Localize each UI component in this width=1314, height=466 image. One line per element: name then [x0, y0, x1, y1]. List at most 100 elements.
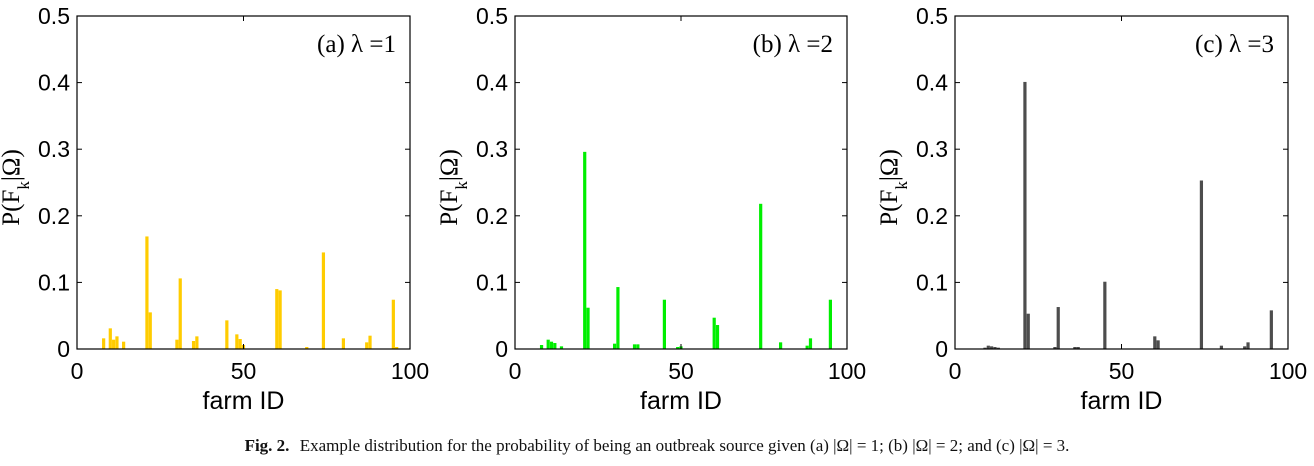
bar [1056, 307, 1060, 349]
y-tick-label: 0.5 [476, 3, 508, 29]
bar [759, 203, 763, 349]
bar [1269, 310, 1273, 349]
y-tick-label: 0.4 [476, 70, 508, 96]
bar [365, 342, 369, 349]
plot-frame [514, 15, 848, 350]
figure-panels: 0 0.1 0.2 0.3 0.4 0.5 0 50 100 farm ID P(Fk|Ω) (a) … [0, 3, 1307, 415]
y-axis-label: P(Fk|Ω) [0, 149, 33, 226]
bar [586, 307, 590, 349]
y-axis-label: P(Fk|Ω) [436, 149, 471, 226]
y-tick-label: 0.1 [476, 269, 508, 295]
x-tick-label: 100 [391, 358, 429, 384]
bar [632, 344, 637, 349]
bar [583, 151, 587, 349]
bar [616, 287, 620, 349]
bar [145, 236, 149, 349]
bar [191, 341, 196, 349]
y-tick-label: 0.3 [38, 136, 70, 162]
bar [546, 339, 550, 349]
chart-panel-2: 0 0.1 0.2 0.3 0.4 0.5 0 50 100 farm ID P(Fk|Ω) (b) … [436, 3, 866, 415]
figure-caption: Fig. 2. Example distribution for the pro… [0, 436, 1314, 456]
bar [662, 299, 666, 349]
bar [715, 325, 720, 349]
bar [1053, 347, 1057, 349]
bar [1103, 281, 1107, 349]
y-tick-label: 0.3 [916, 136, 948, 162]
bar [112, 339, 116, 349]
y-tick-label: 0 [57, 336, 70, 362]
x-tick-label: 50 [668, 358, 694, 384]
bar [990, 346, 994, 349]
bar [108, 328, 112, 349]
bar [175, 339, 179, 349]
bar [1073, 347, 1077, 349]
plot-frame [76, 15, 411, 350]
chart-panel-3: 0 0.1 0.2 0.3 0.4 0.5 0 50 100 farm ID P(Fk|Ω) (c) … [876, 3, 1307, 415]
caption-text: Example distribution for the probability… [299, 436, 1070, 455]
bar [148, 312, 152, 349]
bar [225, 320, 229, 349]
x-axis-label: farm ID [203, 387, 285, 415]
bar [1199, 180, 1204, 349]
bar [321, 252, 326, 349]
y-tick-label: 0.2 [476, 203, 508, 229]
bar [1026, 313, 1030, 349]
bar [779, 342, 783, 349]
x-axis-label: farm ID [1081, 387, 1163, 415]
bar [549, 341, 554, 349]
y-axis-label: P(Fk|Ω) [876, 149, 911, 226]
y-tick-label: 0.4 [916, 70, 948, 96]
bar [828, 299, 832, 349]
x-tick-label: 50 [1109, 358, 1135, 384]
panel-label: (c) λ =3 [1195, 31, 1274, 58]
bar [115, 336, 119, 349]
x-tick-label: 0 [509, 358, 522, 384]
x-tick-label: 50 [231, 358, 257, 384]
y-tick-label: 0 [935, 336, 948, 362]
bar [805, 345, 809, 349]
bar [996, 347, 1000, 349]
x-axis-label: farm ID [640, 387, 722, 415]
bar [275, 289, 279, 349]
bar [539, 345, 544, 349]
y-tick-label: 0.2 [38, 203, 70, 229]
x-tick-label: 0 [71, 358, 84, 384]
bar [102, 338, 106, 349]
caption-label: Fig. 2. [244, 436, 290, 455]
bar [341, 338, 345, 349]
bar [278, 290, 282, 349]
bar [613, 343, 617, 349]
plot-frame [954, 15, 1289, 350]
bar [1023, 81, 1027, 350]
y-tick-label: 0 [495, 336, 508, 362]
chart-panel-1: 0 0.1 0.2 0.3 0.4 0.5 0 50 100 farm ID P(Fk|Ω) (a) … [0, 3, 429, 415]
bar [1076, 347, 1080, 349]
bar [1246, 342, 1250, 349]
bar [305, 347, 309, 349]
bar [676, 347, 680, 349]
bar [986, 345, 990, 349]
bar [808, 338, 813, 349]
bar [636, 344, 640, 349]
bar [368, 335, 372, 349]
bar [391, 299, 395, 349]
panel-label: (a) λ =1 [317, 31, 396, 58]
bar [1153, 336, 1157, 349]
bar [195, 336, 199, 349]
bar [122, 341, 126, 349]
y-tick-label: 0.5 [916, 3, 948, 29]
bar [553, 343, 557, 349]
bar [1243, 346, 1247, 349]
bar [559, 346, 564, 349]
bar [238, 339, 242, 349]
bar [983, 347, 987, 349]
x-tick-label: 100 [1269, 358, 1307, 384]
bar [712, 317, 716, 349]
bar [1219, 345, 1223, 349]
y-tick-label: 0.5 [38, 3, 70, 29]
y-tick-label: 0.4 [38, 70, 70, 96]
y-tick-label: 0.1 [916, 269, 948, 295]
bar [395, 347, 399, 349]
bar [178, 278, 182, 349]
x-tick-label: 100 [828, 358, 866, 384]
